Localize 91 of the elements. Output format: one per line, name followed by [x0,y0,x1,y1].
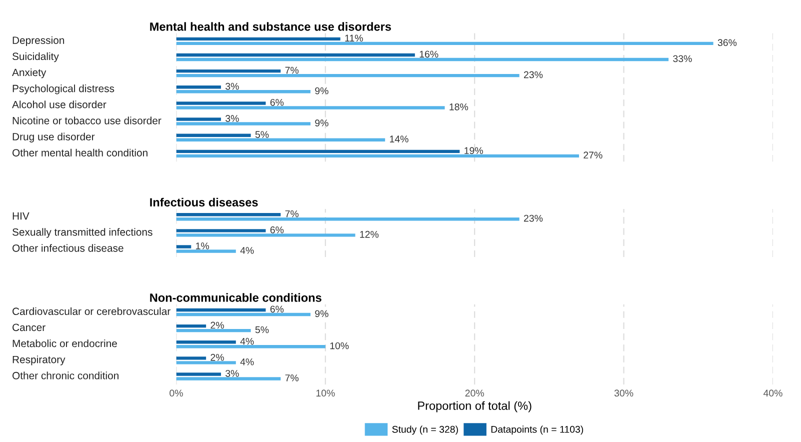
y-tick-label: Other mental health condition [12,148,148,156]
legend-label: Study (n = 328) [392,426,458,435]
bar [176,372,221,376]
data-label: 6% [270,226,284,234]
data-label: 6% [270,98,284,106]
data-label: 4% [240,358,254,366]
data-label: 23% [524,71,543,78]
y-tick-label: Anxiety [12,68,46,78]
y-tick-label: Other chronic condition [12,372,118,380]
y-tick-label: Nicotine or tobacco use disorder [12,116,162,124]
bar [176,229,266,232]
y-tick-label: HIV [12,212,30,220]
y-tick-label: Drug use disorder [12,132,95,142]
bar [176,154,580,158]
y-tick-label: Alcohol use disorder [12,100,106,108]
data-label: 11% [345,34,363,42]
bar [176,138,386,142]
bar [176,74,520,78]
bar [176,250,236,253]
y-tick-label: Depression [12,36,64,46]
chart-title: Non-communicable conditions [150,293,322,302]
data-label: 9% [315,310,328,318]
bar [176,86,221,89]
y-tick-label: Cardiovascular or cerebrovascular [12,307,170,316]
data-label: 7% [285,66,299,74]
bar [176,324,206,328]
chart-title: Infectious diseases [150,198,258,207]
x-tick-label: 0% [170,390,183,397]
bar [176,312,310,316]
data-label: 7% [285,374,299,382]
data-label: 2% [210,322,224,329]
bar [176,328,251,332]
data-label: 4% [240,247,254,254]
y-tick-label: Psychological distress [12,84,114,94]
bar [176,102,266,105]
bar [176,69,281,73]
bar [176,118,221,121]
bar [176,361,236,364]
bar [176,213,281,216]
data-label: 14% [390,136,408,142]
bar [176,134,251,137]
bar [176,234,356,237]
data-label: 12% [360,230,379,238]
bar [176,58,669,62]
bar [176,218,520,221]
y-tick-label: Respiratory [12,356,66,366]
bar [176,345,326,348]
data-label: 3% [226,82,239,90]
data-label: 10% [330,342,349,350]
data-label: 9% [315,87,328,94]
bar [176,377,281,380]
data-label: 7% [285,210,299,218]
bar [176,37,340,41]
y-tick-label: Sexually transmitted infections [12,228,152,238]
bar [176,122,310,126]
data-label: 6% [270,306,284,313]
data-label: 4% [240,338,254,345]
x-tick-label: 20% [465,390,484,397]
bar [176,245,192,248]
bar [176,308,266,312]
x-tick-label: 10% [316,390,335,397]
x-tick-label: 30% [614,390,634,397]
data-label: 9% [315,120,328,126]
data-label: 23% [524,214,543,222]
x-tick-label: 40% [763,390,782,397]
y-tick-label: Other infectious disease [12,244,124,252]
data-label: 33% [673,55,692,62]
y-tick-label: Suicidality [12,52,59,62]
chart-title: Mental health and substance use disorders [150,22,391,31]
bar [176,106,445,110]
bar [176,90,310,94]
bar [176,356,206,360]
bar [176,340,236,344]
y-tick-label: Cancer [12,324,46,332]
data-label: 18% [450,103,468,110]
bar [176,42,714,46]
x-axis-title: Proportion of total (%) [418,401,532,412]
data-label: 1% [196,242,210,250]
data-label: 3% [226,370,239,377]
data-label: 36% [718,39,737,46]
data-label: 5% [255,326,269,334]
bar [176,53,415,57]
data-label: 19% [464,147,483,154]
data-label: 16% [420,50,438,58]
legend-label: Datapoints (n = 1103) [491,426,584,435]
data-label: 27% [584,152,602,158]
data-label: 2% [210,354,224,361]
y-tick-label: Metabolic or endocrine [12,340,117,348]
data-label: 5% [255,131,269,138]
bar [176,150,460,154]
data-label: 3% [226,115,239,122]
